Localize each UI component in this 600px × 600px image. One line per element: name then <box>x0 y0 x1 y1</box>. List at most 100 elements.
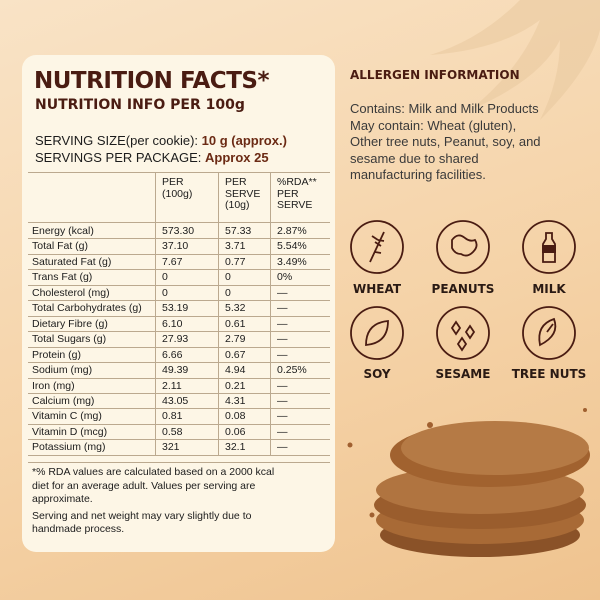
allergen-icons <box>350 220 576 360</box>
row-rule <box>28 315 330 317</box>
cell-value: 0 <box>162 271 168 284</box>
cell-label: Energy (kcal) <box>32 225 94 237</box>
cell-label: Iron (mg) <box>32 379 75 392</box>
row-rule <box>28 331 330 333</box>
cell-value: 57.33 <box>225 225 252 237</box>
serving-size-value: 10 g (approx.) <box>201 133 287 148</box>
cell-value: — <box>277 441 288 454</box>
column-header: PER <box>225 176 247 188</box>
cell-value: — <box>277 317 288 330</box>
cell-value: — <box>277 286 288 299</box>
cell-value: 2.11 <box>162 379 182 392</box>
cell-value: 0.77 <box>225 255 246 268</box>
cell-value: 2.79 <box>225 333 246 346</box>
cell-value: 6.10 <box>162 317 183 330</box>
servings-value: Approx 25 <box>205 150 269 165</box>
cell-value: 573.30 <box>162 225 195 237</box>
cookies <box>347 408 590 557</box>
cell-label: Cholesterol (mg) <box>32 286 110 299</box>
cell-label: Potassium (mg) <box>32 441 106 454</box>
cell-label: Dietary Fibre (g) <box>32 317 108 330</box>
cell-value: 53.19 <box>162 302 189 315</box>
cell-value: — <box>277 302 288 315</box>
row-rule <box>28 300 330 302</box>
table-rule <box>28 172 330 173</box>
cell-value: 3.71 <box>225 240 246 253</box>
row-rule <box>28 439 330 441</box>
cell-label: Saturated Fat (g) <box>32 255 112 268</box>
cell-value: 0.61 <box>225 317 246 330</box>
row-rule <box>28 284 330 286</box>
row-rule <box>28 423 330 425</box>
row-rule <box>28 454 330 456</box>
cell-value: 321 <box>162 441 180 454</box>
column-rule <box>218 172 219 456</box>
cell-label: Vitamin C (mg) <box>32 410 102 423</box>
column-header: PER <box>277 187 299 200</box>
cell-value: — <box>277 410 288 423</box>
cell-value: — <box>277 348 288 361</box>
footnote: handmade process. <box>32 523 125 535</box>
cell-value: — <box>277 425 288 438</box>
row-rule <box>28 269 330 271</box>
footnote: Serving and net weight may vary slightly… <box>32 509 252 522</box>
cell-value: 0% <box>277 271 293 284</box>
row-rule <box>28 346 330 348</box>
cell-label: Vitamin D (mcg) <box>32 425 108 438</box>
row-rule <box>28 253 330 255</box>
cell-value: 0.58 <box>162 425 183 438</box>
row-rule <box>28 362 330 364</box>
allergen-label: SOY <box>363 367 391 381</box>
column-header: SERVE <box>277 199 313 211</box>
cell-value: 4.31 <box>225 394 246 407</box>
cell-value: 32.1 <box>225 441 246 454</box>
cell-label: Protein (g) <box>32 348 82 361</box>
allergen-label: TREE NUTS <box>511 367 587 381</box>
cell-value: 7.67 <box>162 255 183 268</box>
cell-label: Total Sugars (g) <box>32 333 107 346</box>
allergen-text: Contains: Milk and Milk Products <box>350 101 539 116</box>
palm-shadow <box>430 0 600 120</box>
cell-value: 0 <box>225 271 231 284</box>
table-rule <box>28 461 330 463</box>
cell-value: 49.39 <box>162 364 189 377</box>
column-rule <box>270 172 271 456</box>
cell-value: 5.32 <box>225 302 246 315</box>
cell-label: Trans Fat (g) <box>32 271 93 284</box>
serving-size: SERVING SIZE(per cookie): 10 g (approx.) <box>35 133 287 148</box>
cell-value: 3.49% <box>277 255 307 268</box>
cell-value: 0.06 <box>225 425 246 438</box>
allergen-text: manufacturing facilities. <box>350 167 486 182</box>
cell-value: 0.25% <box>277 364 307 377</box>
cell-value: — <box>277 379 288 392</box>
column-header: %RDA** <box>277 176 317 188</box>
column-header: (100g) <box>162 187 193 200</box>
column-rule <box>155 172 156 456</box>
footnote: approximate. <box>32 493 93 505</box>
cell-value: 5.54% <box>277 240 307 253</box>
column-header: (10g) <box>225 199 250 211</box>
subtitle: NUTRITION INFO PER 100g <box>35 97 245 113</box>
footnote: diet for an average adult. Values per se… <box>32 479 256 492</box>
cell-value: 0 <box>162 286 168 299</box>
allergen-label: SESAME <box>435 367 491 381</box>
servings-label: SERVINGS PER PACKAGE: <box>35 150 202 165</box>
table-rule <box>28 222 330 223</box>
allergen-text: Other tree nuts, Peanut, soy, and <box>350 134 541 149</box>
cell-value: 0.67 <box>225 348 246 361</box>
cell-value: 27.93 <box>162 333 189 346</box>
cell-value: 6.66 <box>162 348 183 361</box>
cell-value: — <box>277 394 288 407</box>
allergen-label: WHEAT <box>352 282 402 296</box>
cell-value: 0.21 <box>225 379 246 392</box>
footnote: *% RDA values are calculated based on a … <box>32 466 275 478</box>
cell-value: 37.10 <box>162 240 189 253</box>
row-rule <box>28 377 330 379</box>
title: NUTRITION FACTS* <box>34 68 269 94</box>
allergen-title: ALLERGEN INFORMATION <box>350 68 520 82</box>
column-header: PER <box>162 176 184 188</box>
cell-label: Total Fat (g) <box>32 240 89 253</box>
allergen-text: sesame due to shared <box>350 150 479 166</box>
